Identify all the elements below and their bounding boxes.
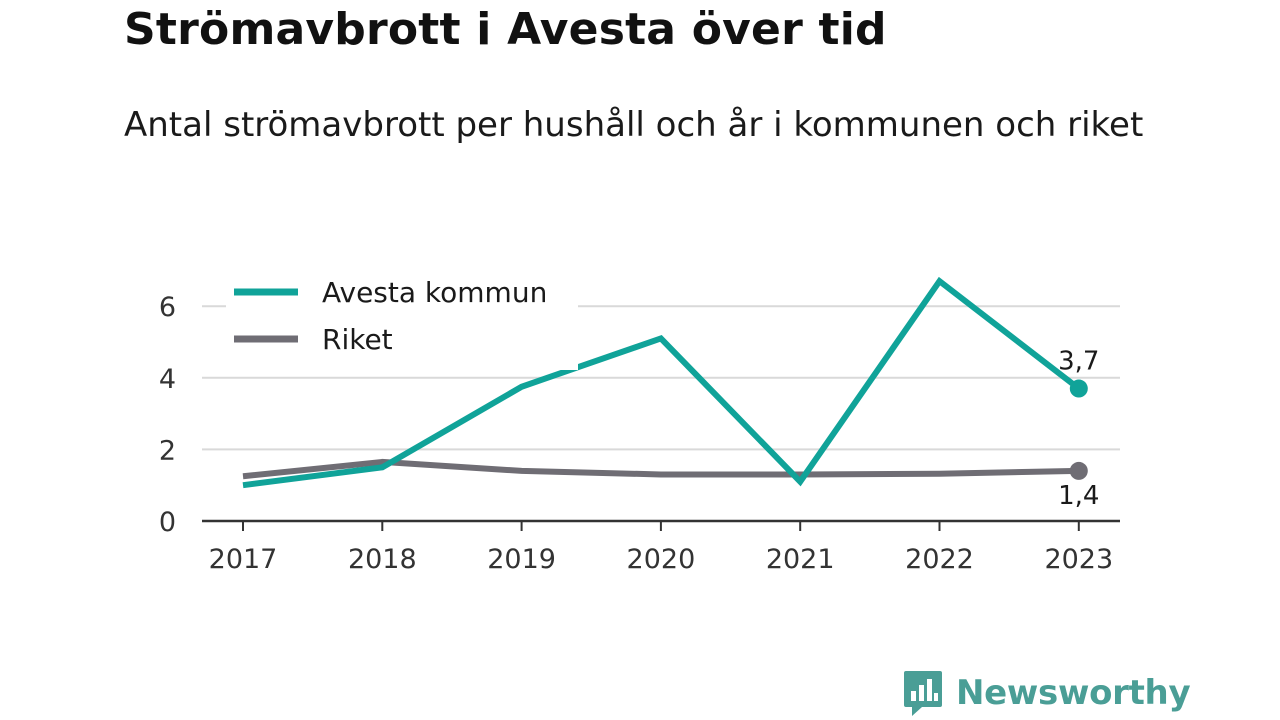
x-tick-label-2021: 2021 — [766, 544, 835, 575]
x-tick-label-2022: 2022 — [905, 544, 974, 575]
series-line-riket — [242, 458, 1079, 480]
series-lines — [242, 276, 1088, 489]
x-tick-label-2018: 2018 — [348, 544, 417, 575]
end-labels: 3,7 1,4 — [1058, 347, 1099, 511]
axes: 0 2 4 6 2017 2018 2019 2020 2021 2022 2023 — [159, 292, 1120, 575]
chart-subtitle: Antal strömavbrott per hushåll och år i … — [124, 105, 1144, 145]
legend-label-avesta: Avesta kommun — [322, 276, 547, 309]
legend: Avesta kommun Riket — [226, 270, 578, 370]
end-label-avesta: 3,7 — [1058, 347, 1099, 377]
y-tick-label-4: 4 — [159, 364, 176, 395]
legend-label-riket: Riket — [322, 323, 393, 356]
end-label-riket: 1,4 — [1058, 481, 1099, 511]
series-line-avesta — [242, 276, 1081, 489]
y-tick-label-0: 0 — [159, 507, 176, 538]
legend-background — [226, 270, 578, 370]
end-point-avesta — [1069, 379, 1088, 398]
y-tick-label-6: 6 — [159, 292, 176, 323]
y-tick-label-2: 2 — [159, 435, 176, 466]
brand-name: Newsworthy — [956, 673, 1191, 713]
chart-title: Strömavbrott i Avesta över tid — [124, 4, 887, 55]
x-tick-label-2020: 2020 — [627, 544, 696, 575]
x-tick-label-2019: 2019 — [487, 544, 556, 575]
brand-logo: Newsworthy — [902, 670, 1191, 716]
x-tick-label-2017: 2017 — [209, 544, 278, 575]
bar-chart-speech-bubble-icon — [904, 671, 942, 716]
end-point-riket — [1069, 461, 1088, 480]
x-tick-label-2023: 2023 — [1044, 544, 1113, 575]
